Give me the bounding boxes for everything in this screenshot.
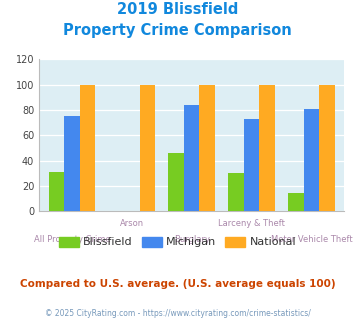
Bar [288, 193, 304, 211]
Text: © 2025 CityRating.com - https://www.cityrating.com/crime-statistics/: © 2025 CityRating.com - https://www.city… [45, 309, 310, 317]
Bar [260, 85, 275, 211]
Text: Larceny & Theft: Larceny & Theft [218, 219, 285, 228]
Bar [304, 109, 319, 211]
Bar [244, 119, 260, 211]
Bar [319, 85, 335, 211]
Text: Arson: Arson [120, 219, 144, 228]
Text: 2019 Blissfield: 2019 Blissfield [117, 2, 238, 16]
Text: All Property Crime: All Property Crime [34, 235, 110, 244]
Bar [140, 85, 155, 211]
Text: Motor Vehicle Theft: Motor Vehicle Theft [271, 235, 352, 244]
Legend: Blissfield, Michigan, National: Blissfield, Michigan, National [54, 232, 301, 252]
Bar [184, 105, 200, 211]
Bar [168, 153, 184, 211]
Bar [49, 172, 64, 211]
Bar [228, 173, 244, 211]
Bar [200, 85, 215, 211]
Bar [80, 85, 95, 211]
Bar [64, 116, 80, 211]
Text: Property Crime Comparison: Property Crime Comparison [63, 23, 292, 38]
Text: Burglary: Burglary [174, 235, 210, 244]
Text: Compared to U.S. average. (U.S. average equals 100): Compared to U.S. average. (U.S. average … [20, 279, 335, 289]
